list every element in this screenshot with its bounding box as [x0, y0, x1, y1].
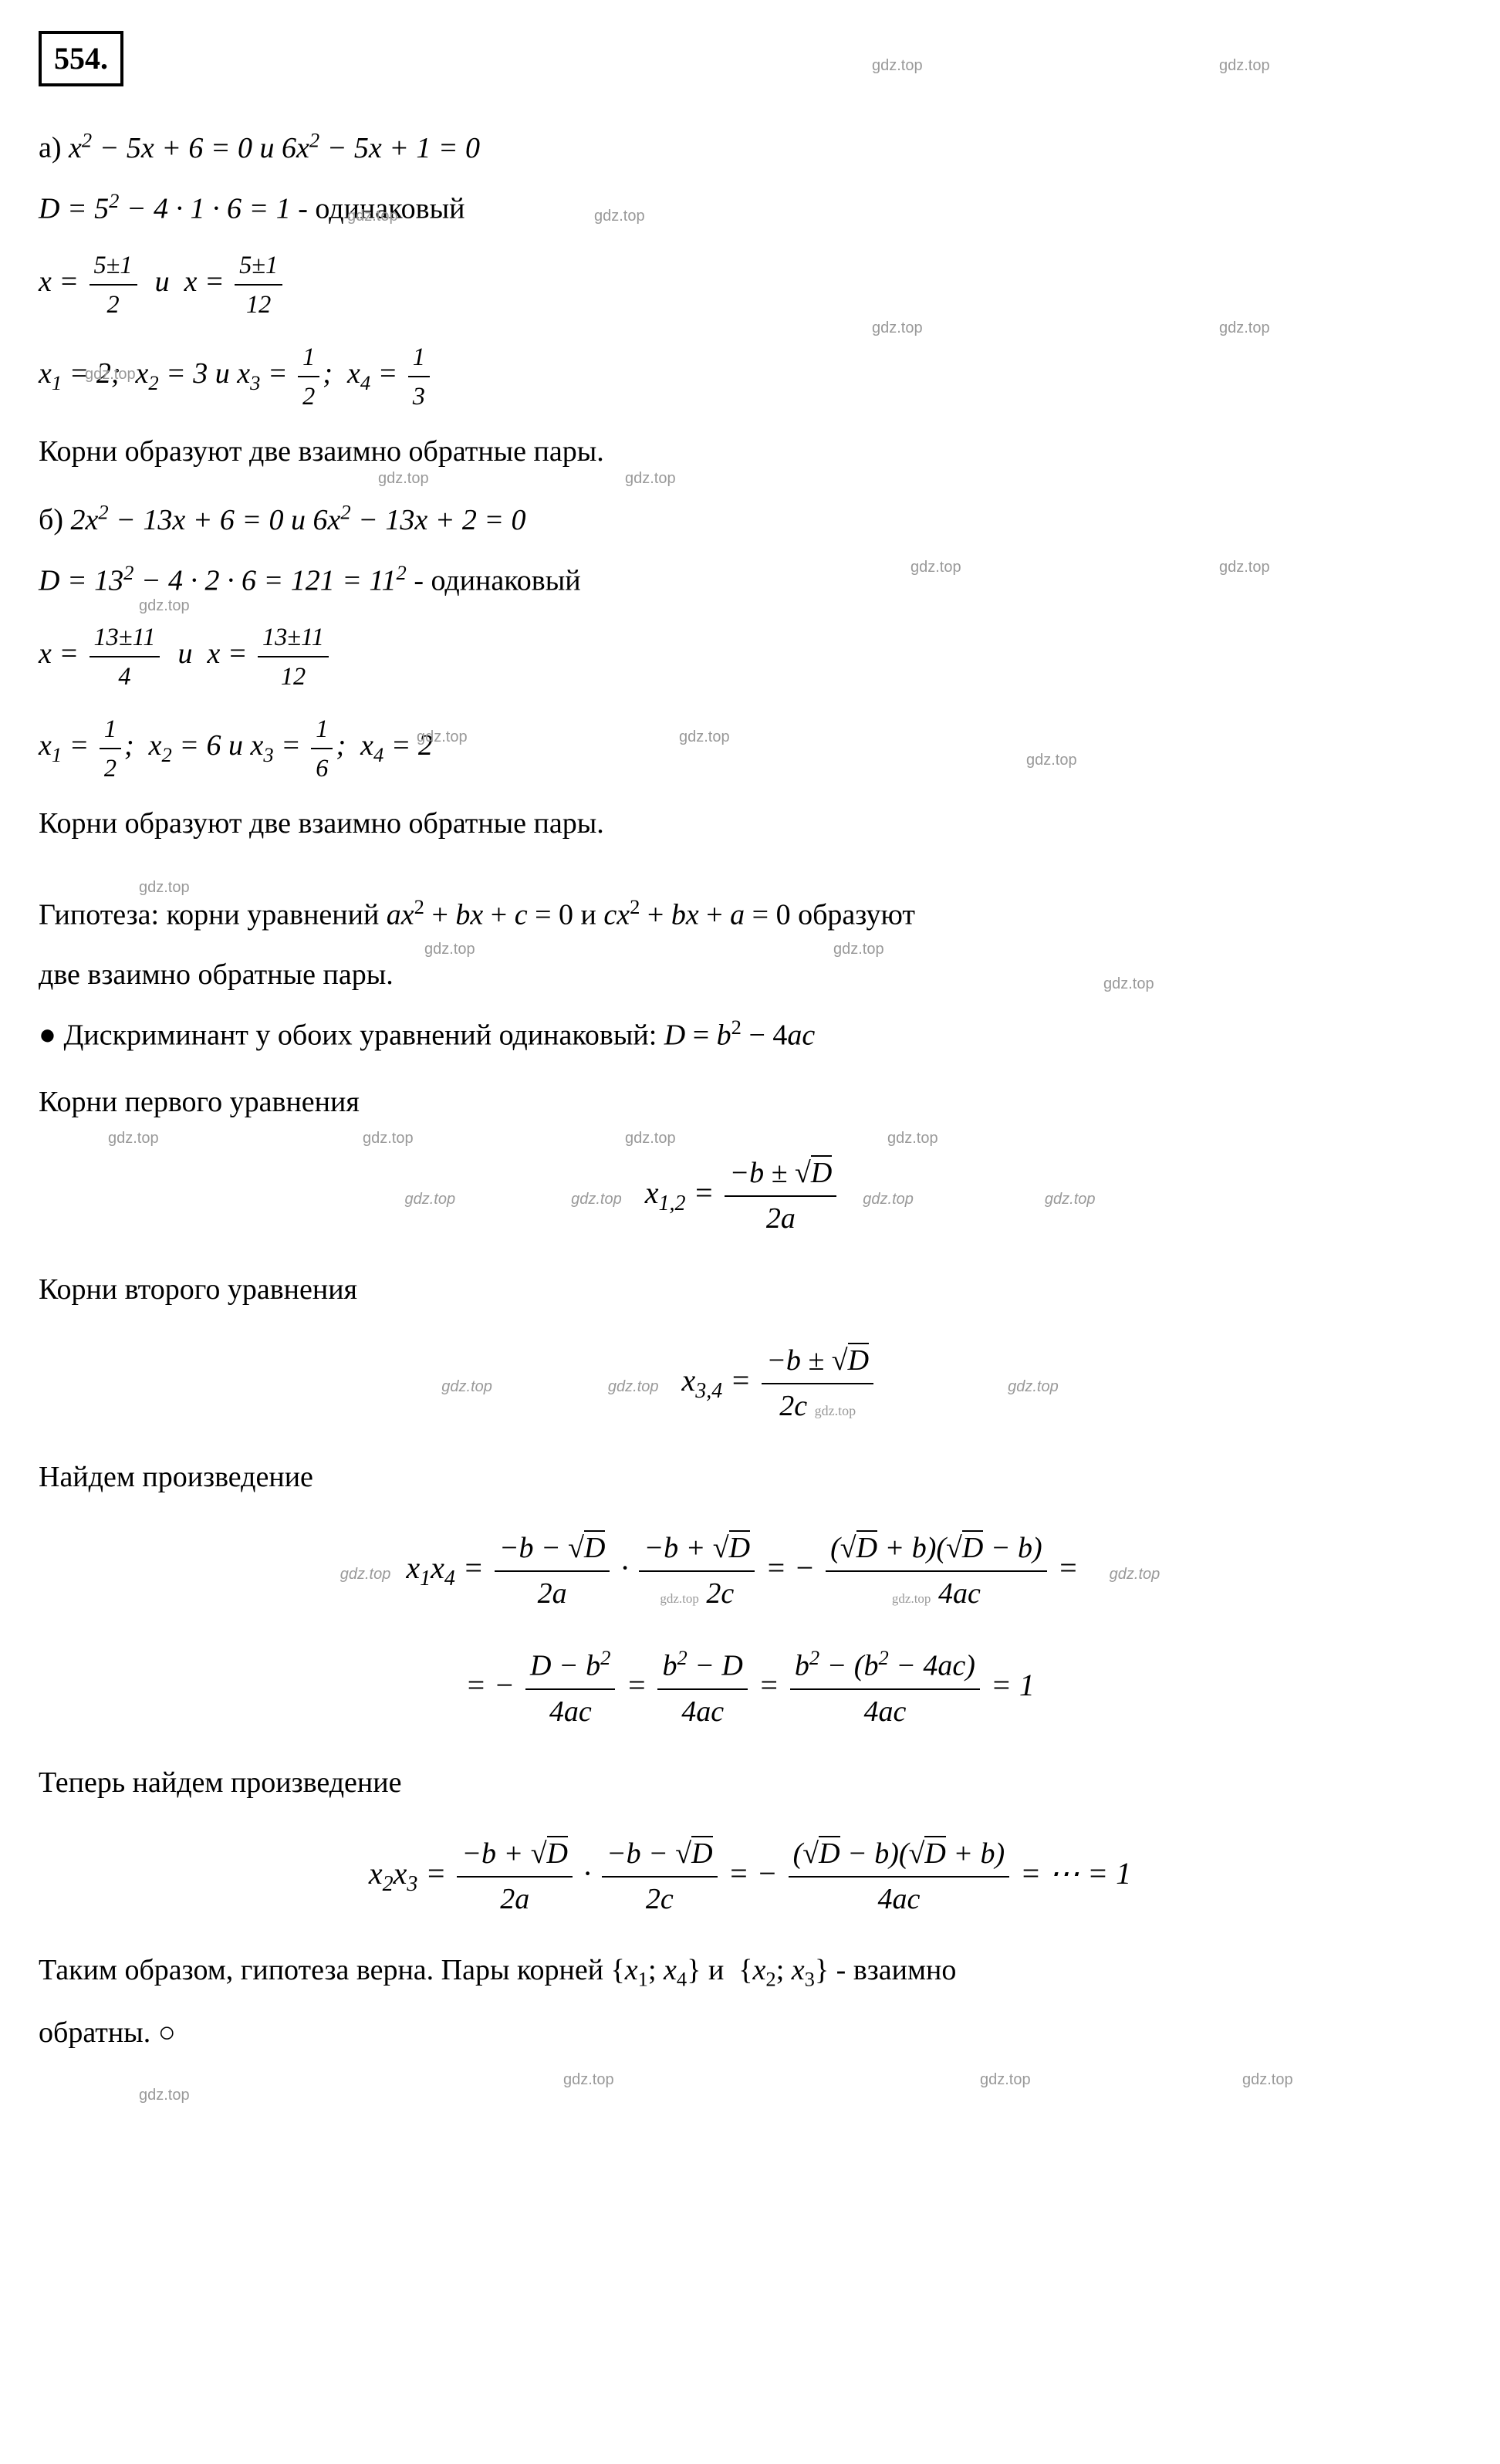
watermark: gdz.top [872, 54, 923, 77]
frac-den: 3 [408, 377, 430, 414]
frac-den: 12 [258, 657, 329, 695]
frac-den: 6 [311, 749, 333, 786]
product-label: Найдем произведение [39, 1455, 1461, 1499]
watermark: gdz.top [108, 1127, 159, 1150]
frac-den: 4 [90, 657, 160, 695]
product1-line1: gdz.top x1x4 = −b − √D2a · −b + √Dgdz.to… [39, 1526, 1461, 1616]
product1-line2: = − D − b24ac = b2 − D4ac = b2 − (b2 − 4… [39, 1643, 1461, 1734]
roots2-equation: gdz.top gdz.top x3,4 = −b ± √D2c gdz.top… [39, 1339, 1461, 1428]
part-b-eq: 2x2 − 13x + 6 = 0 и 6x2 − 13x + 2 = 0 [71, 504, 526, 536]
discriminant-bullet: Дискриминант у обоих уравнений одинаковы… [39, 1012, 1461, 1058]
product2-label: Теперь найдем произведение [39, 1761, 1461, 1805]
roots1-equation: gdz.top gdz.top x1,2 = −b ± √D2a gdz.top… [39, 1151, 1461, 1241]
watermark: gdz.top [424, 938, 475, 961]
watermark: gdz.top [980, 2068, 1031, 2091]
watermark: gdz.top [571, 1191, 622, 1208]
watermark: gdz.top [1110, 1566, 1160, 1583]
final-line2: обратны. ○ [39, 2011, 1461, 2055]
hypothesis-line1: Гипотеза: корни уравнений ax2 + bx + c =… [39, 892, 1461, 938]
frac-den: 12 [235, 286, 282, 323]
part-b-xvals: x = 13±114 и x = 13±1112 [39, 618, 1461, 695]
watermark: gdz.top [417, 725, 468, 749]
frac-num: 5±1 [90, 246, 137, 285]
roots2-label: Корни второго уравнения [39, 1268, 1461, 1312]
part-b-equation: б) 2x2 − 13x + 6 = 0 и 6x2 − 13x + 2 = 0 [39, 497, 1461, 542]
watermark: gdz.top [363, 1127, 414, 1150]
page-container: 554. gdz.top gdz.top а) x2 − 5x + 6 = 0 … [39, 31, 1461, 2055]
part-a-discriminant: D = 52 − 4 · 1 · 6 = 1 - одинаковый [39, 186, 1461, 232]
watermark: gdz.top [910, 556, 961, 579]
watermark: gdz.top [1242, 2068, 1293, 2091]
final-line1: Таким образом, гипотеза верна. Пары корн… [39, 1949, 1461, 1995]
watermark: gdz.top [1103, 972, 1154, 995]
part-b-conclusion: Корни образуют две взаимно обратные пары… [39, 802, 1461, 846]
part-a-eq: x2 − 5x + 6 = 0 и 6x2 − 5x + 1 = 0 [69, 132, 480, 164]
frac-num: 1 [311, 710, 333, 749]
watermark: gdz.top [833, 938, 884, 961]
watermark: gdz.top [863, 1191, 914, 1208]
part-a-xvals: x = 5±12 и x = 5±112 [39, 246, 1461, 323]
watermark: gdz.top [1045, 1191, 1096, 1208]
frac-den: 2 [100, 749, 121, 786]
problem-number-box: 554. [39, 31, 123, 86]
frac-den: 2 [90, 286, 137, 323]
part-b-roots: x1 = 12; x2 = 6 и x3 = 16; x4 = 2 [39, 710, 1461, 786]
watermark: gdz.top [139, 2084, 190, 2107]
watermark: gdz.top [608, 1378, 659, 1395]
watermark: gdz.top [679, 725, 730, 749]
frac-num: 13±11 [258, 618, 329, 657]
roots1-label: Корни первого уравнения [39, 1080, 1461, 1124]
frac-num: 1 [408, 338, 430, 377]
part-b-label: б) [39, 504, 63, 536]
watermark: gdz.top [625, 1127, 676, 1150]
part-a-roots: x1 = 2; x2 = 3 и x3 = 12; x4 = 13 [39, 338, 1461, 414]
watermark: gdz.top [563, 2068, 614, 2091]
watermark: gdz.top [441, 1378, 492, 1395]
watermark: gdz.top [1219, 556, 1270, 579]
watermark: gdz.top [1219, 316, 1270, 340]
watermark: gdz.top [872, 316, 923, 340]
part-a-equation: а) x2 − 5x + 6 = 0 и 6x2 − 5x + 1 = 0 [39, 125, 1461, 171]
frac-den: 2 [298, 377, 319, 414]
watermark: gdz.top [347, 204, 398, 228]
product2-equation: x2x3 = −b + √D2a · −b − √D2c = − (√D − b… [39, 1832, 1461, 1922]
watermark: gdz.top [594, 204, 645, 228]
frac-num: 1 [298, 338, 319, 377]
watermark: gdz.top [625, 467, 676, 490]
frac-num: 1 [100, 710, 121, 749]
watermark: gdz.top [378, 467, 429, 490]
watermark: gdz.top [404, 1191, 455, 1208]
watermark: gdz.top [887, 1127, 938, 1150]
watermark: gdz.top [139, 876, 190, 899]
part-a-label: а) [39, 132, 62, 164]
hypothesis-line2: две взаимно обратные пары. [39, 953, 1461, 997]
frac-num: 5±1 [235, 246, 282, 285]
watermark: gdz.top [1026, 749, 1077, 772]
watermark: gdz.top [85, 363, 136, 386]
watermark: gdz.top [1008, 1378, 1059, 1395]
watermark: gdz.top [340, 1566, 391, 1583]
frac-num: 13±11 [90, 618, 160, 657]
watermark: gdz.top [139, 594, 190, 617]
watermark: gdz.top [1219, 54, 1270, 77]
part-a-conclusion: Корни образуют две взаимно обратные пары… [39, 430, 1461, 474]
